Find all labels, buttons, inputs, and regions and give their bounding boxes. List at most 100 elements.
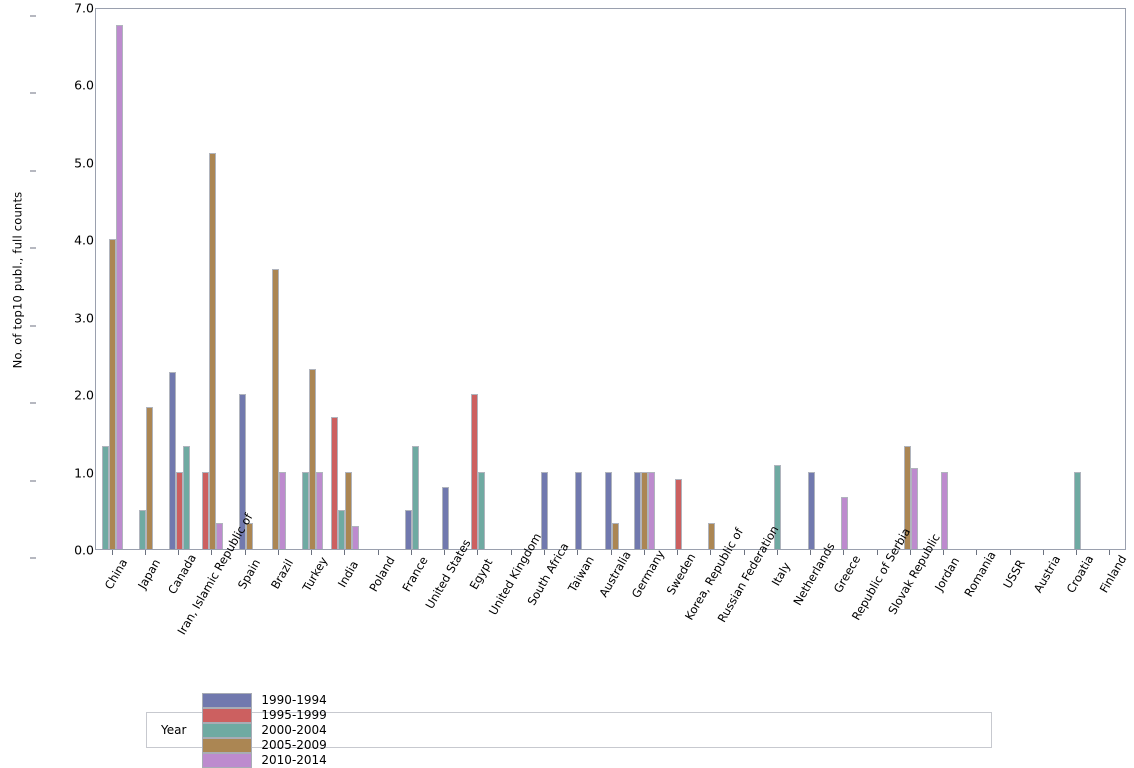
- x-tick-label: Greece: [831, 552, 864, 596]
- x-tick-mark: [776, 550, 778, 555]
- y-tick-label: 5.0: [30, 155, 94, 172]
- y-tick-mark: [30, 402, 36, 404]
- bar-group: [102, 9, 124, 549]
- y-tick-mark: [30, 247, 36, 249]
- bar-group: [1110, 9, 1111, 549]
- legend-item[interactable]: 2000-2004: [202, 722, 327, 738]
- bar: [102, 446, 110, 549]
- x-tick-mark: [178, 550, 180, 555]
- legend-item[interactable]: 2005-2009: [202, 737, 327, 753]
- legend-item[interactable]: 1990-1994: [202, 692, 327, 708]
- x-tick-mark: [111, 550, 113, 555]
- bar-group: [840, 9, 848, 549]
- bar: [182, 446, 190, 549]
- x-tick-label: Egypt: [467, 556, 496, 592]
- x-tick-label: Croatia: [1063, 552, 1097, 596]
- bar: [208, 153, 216, 549]
- x-tick-label: Netherlands: [790, 540, 838, 608]
- bar: [352, 525, 360, 549]
- x-tick-label: Jordan: [931, 554, 963, 594]
- y-tick-mark: [30, 557, 36, 559]
- y-tick-label: 6.0: [30, 78, 94, 94]
- bar: [271, 269, 279, 549]
- bar-group: [379, 9, 380, 549]
- y-axis-title: No. of top10 publ., full counts: [4, 0, 30, 560]
- bar: [940, 471, 948, 549]
- x-tick-mark: [643, 550, 645, 555]
- bar: [308, 368, 316, 549]
- bar: [574, 471, 582, 549]
- y-tick-label: 7.0: [30, 1, 94, 17]
- x-tick-mark: [610, 550, 612, 555]
- x-tick-mark: [1009, 550, 1011, 555]
- bar-group: [878, 9, 879, 549]
- bar: [441, 487, 449, 549]
- bar-group: [707, 9, 715, 549]
- bar: [611, 523, 619, 549]
- x-tick-label: Spain: [234, 556, 263, 592]
- bar-group: [674, 9, 682, 549]
- bar-group: [1044, 9, 1045, 549]
- x-tick-mark: [1042, 550, 1044, 555]
- x-tick-label: Canada: [165, 551, 200, 597]
- legend-swatch: [202, 737, 253, 753]
- legend-label: 2005-2009: [261, 738, 327, 752]
- x-tick-label: Sweden: [663, 550, 699, 598]
- y-tick-label: 1.0: [30, 465, 94, 482]
- legend-swatch: [202, 707, 253, 723]
- x-tick-label: Taiwan: [565, 553, 598, 595]
- x-tick-mark: [543, 550, 545, 555]
- y-axis-title-text: No. of top10 publ., full counts: [10, 191, 25, 369]
- bar: [641, 471, 649, 549]
- legend-label: 2010-2014: [261, 753, 327, 767]
- bar-group: [903, 9, 918, 549]
- bar-group: [541, 9, 549, 549]
- x-tick-mark: [876, 550, 878, 555]
- bar-group: [271, 9, 286, 549]
- legend-swatch: [202, 692, 253, 708]
- x-tick-mark: [1076, 550, 1078, 555]
- bar: [910, 467, 918, 549]
- bar: [145, 407, 153, 549]
- x-tick-mark: [1109, 550, 1111, 555]
- bar: [116, 24, 124, 549]
- bar-group: [1073, 9, 1081, 549]
- x-tick-label: Japan: [134, 556, 163, 592]
- x-tick-label: Germany: [628, 547, 668, 601]
- x-tick-mark: [843, 550, 845, 555]
- x-tick-label: Poland: [366, 553, 398, 595]
- y-tick-mark: [30, 325, 36, 327]
- x-tick-mark: [677, 550, 679, 555]
- legend-item[interactable]: 2010-2014: [202, 752, 327, 768]
- x-tick-mark: [976, 550, 978, 555]
- bar-group: [471, 9, 486, 549]
- bar-group: [574, 9, 582, 549]
- x-tick-label: Finland: [1097, 552, 1130, 596]
- bar: [634, 471, 642, 549]
- bar: [301, 471, 309, 549]
- x-tick-label: India: [335, 558, 362, 590]
- bar: [541, 471, 549, 549]
- plot-area: [95, 8, 1126, 550]
- bar-group: [774, 9, 782, 549]
- x-axis-labels: China Japan Canada Iran, Islamic Republic o…: [0, 511, 1134, 696]
- bar: [215, 523, 223, 549]
- bar-group: [238, 9, 253, 549]
- x-tick-mark: [277, 550, 279, 555]
- x-tick-label: USSR: [999, 557, 1028, 591]
- bar: [278, 471, 286, 549]
- x-tick-label: Australia: [595, 548, 634, 600]
- x-tick-mark: [909, 550, 911, 555]
- x-tick-mark: [710, 550, 712, 555]
- bar-group: [331, 9, 360, 549]
- x-tick-mark: [344, 550, 346, 555]
- y-tick-mark: [30, 480, 36, 482]
- bar: [138, 510, 146, 549]
- x-tick-mark: [810, 550, 812, 555]
- bar: [903, 446, 911, 549]
- legend-label: 1995-1999: [261, 708, 327, 722]
- bar: [404, 510, 412, 549]
- legend-item[interactable]: 1995-1999: [202, 707, 327, 723]
- x-tick-label: China: [101, 556, 130, 592]
